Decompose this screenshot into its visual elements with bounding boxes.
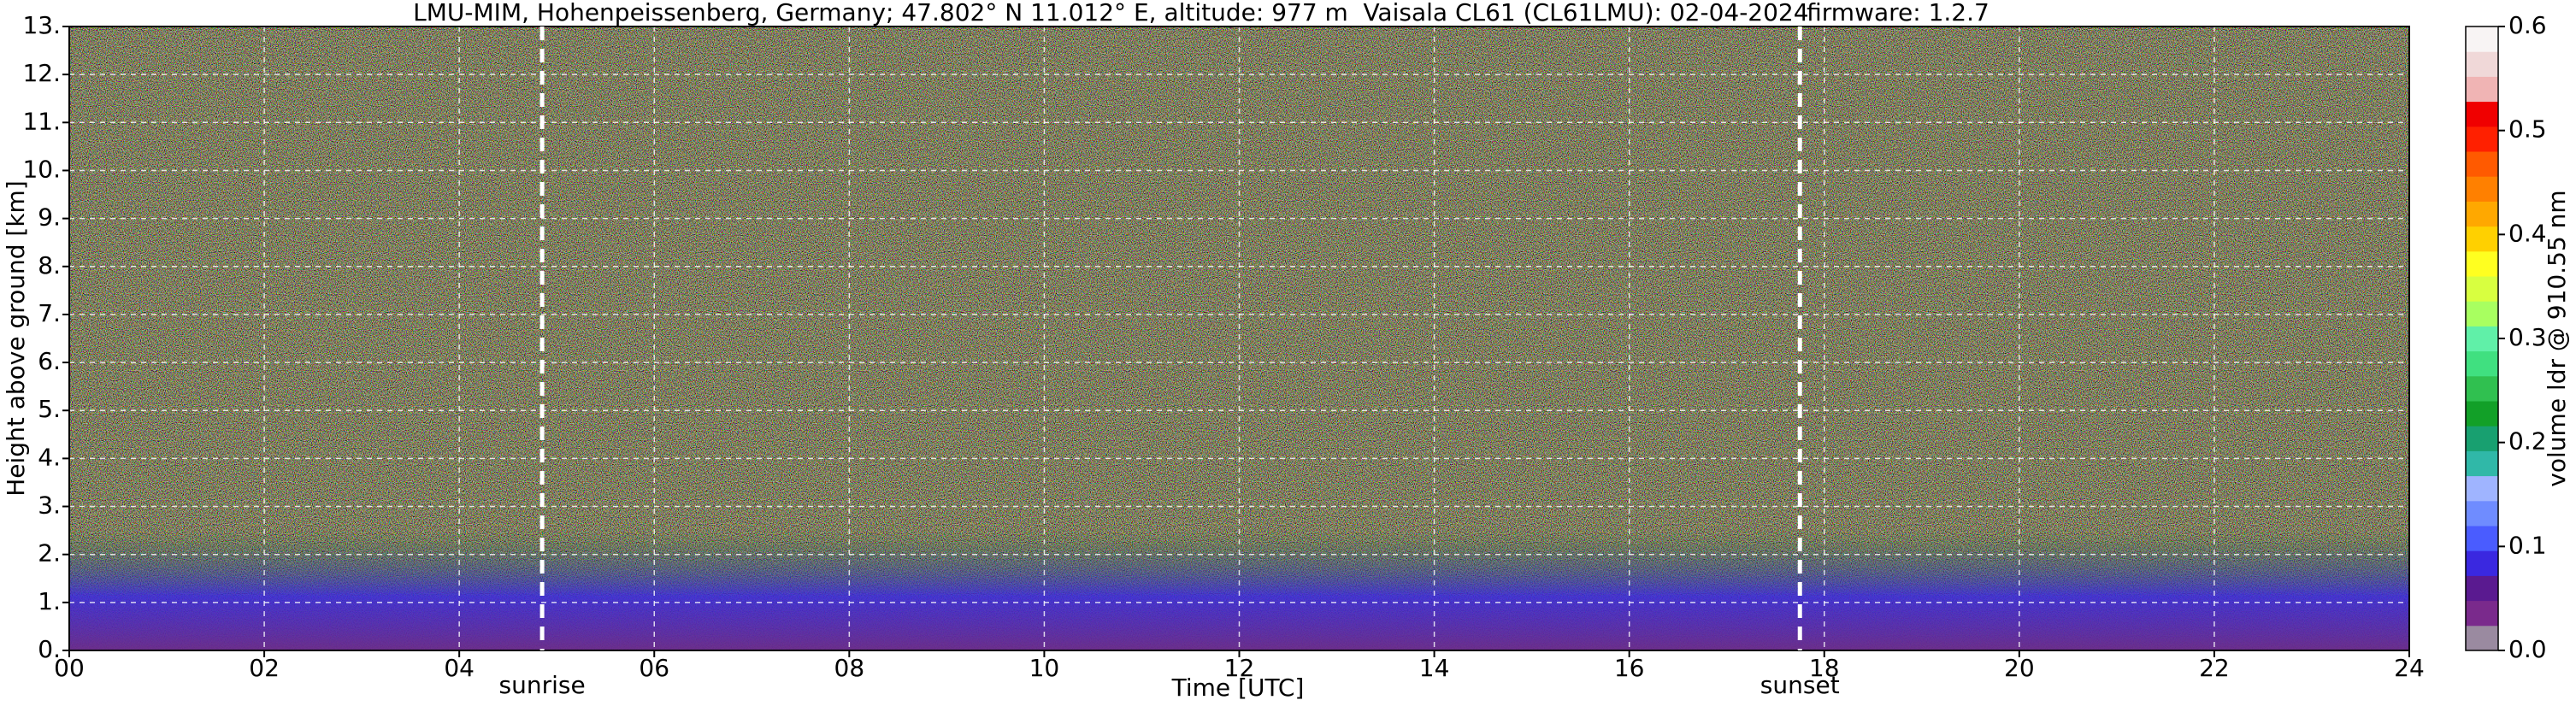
y-tick-label: 8. [38, 251, 61, 279]
y-tick-label: 2. [38, 539, 61, 568]
colorbar-level [2466, 550, 2498, 576]
x-tick-label: 14 [1419, 654, 1450, 682]
x-tick-label: 12 [1224, 654, 1255, 682]
colorbar-level [2466, 326, 2498, 352]
y-tick-label: 13. [22, 11, 61, 39]
colorbar-level [2466, 600, 2498, 627]
y-tick-label: 12. [22, 59, 61, 87]
x-tick-label: 24 [2394, 654, 2425, 682]
colorbar-tick-label: 0.3 [2508, 323, 2547, 351]
y-tick-label: 10. [22, 155, 61, 183]
y-tick-label: 6. [38, 347, 61, 375]
y-tick-label: 9. [38, 203, 61, 232]
colorbar-level [2466, 226, 2498, 252]
y-tick-label: 1. [38, 587, 61, 615]
y-tick-label: 5. [38, 395, 61, 423]
plot-frame [68, 26, 2410, 651]
x-axis-label: Time [UTC] [1171, 674, 1305, 702]
y-axis-label: Height above ground [km] [2, 180, 30, 497]
x-tick-label: 08 [834, 654, 865, 682]
colorbar-tick-label: 0.0 [2508, 635, 2547, 663]
y-tick-label: 4. [38, 443, 61, 471]
x-tick-label: 18 [1809, 654, 1840, 682]
colorbar-level [2466, 575, 2498, 602]
colorbar-level [2466, 500, 2498, 527]
x-tick-label: 20 [2004, 654, 2035, 682]
y-tick-label: 7. [38, 299, 61, 327]
colorbar-level [2466, 176, 2498, 202]
colorbar-level [2466, 475, 2498, 502]
y-tick-label: 3. [38, 491, 61, 520]
colorbar-level [2466, 26, 2498, 52]
colorbar-tick-label: 0.6 [2508, 11, 2547, 39]
colorbar-level [2466, 350, 2498, 377]
x-tick-label: 10 [1029, 654, 1060, 682]
colorbar-level [2466, 276, 2498, 302]
colorbar-level [2466, 426, 2498, 451]
annotation-label: sunrise [499, 671, 586, 699]
x-tick-label: 02 [249, 654, 280, 682]
colorbar-level [2466, 450, 2498, 477]
chart-title: Vaisala CL61 (CL61LMU): 02-04-2024 [1363, 0, 1808, 26]
x-tick-label: 22 [2199, 654, 2230, 682]
x-tick-label: 06 [639, 654, 669, 682]
colorbar-level [2466, 201, 2498, 227]
colorbar-level [2466, 51, 2498, 77]
colorbar-level [2466, 250, 2498, 277]
colorbar-level [2466, 151, 2498, 177]
x-tick-label: 00 [54, 654, 85, 682]
colorbar-level [2466, 126, 2498, 152]
annotation-label: sunset [1760, 671, 1840, 699]
colorbar-level [2466, 375, 2498, 402]
y-tick-label: 0. [38, 635, 61, 663]
colorbar-tick-label: 0.5 [2508, 115, 2547, 144]
colorbar-tick-label: 0.4 [2508, 219, 2547, 247]
colorbar-tick-label: 0.2 [2508, 427, 2547, 456]
colorbar-level [2466, 625, 2498, 651]
x-tick-label: 04 [444, 654, 475, 682]
chart-title: LMU-MIM, Hohenpeissenberg, Germany; 47.8… [413, 0, 1348, 26]
colorbar-tick-label: 0.1 [2508, 531, 2547, 559]
colorbar-level [2466, 76, 2498, 103]
colorbar-level [2466, 101, 2498, 127]
x-tick-label: 16 [1614, 654, 1645, 682]
colorbar-level [2466, 526, 2498, 551]
colorbar-level [2466, 401, 2498, 427]
chart-title: firmware: 1.2.7 [1807, 0, 1989, 26]
colorbar-label: volume ldr @ 910.55 nm [2543, 190, 2571, 486]
y-tick-label: 11. [22, 107, 61, 135]
colorbar-level [2466, 301, 2498, 327]
